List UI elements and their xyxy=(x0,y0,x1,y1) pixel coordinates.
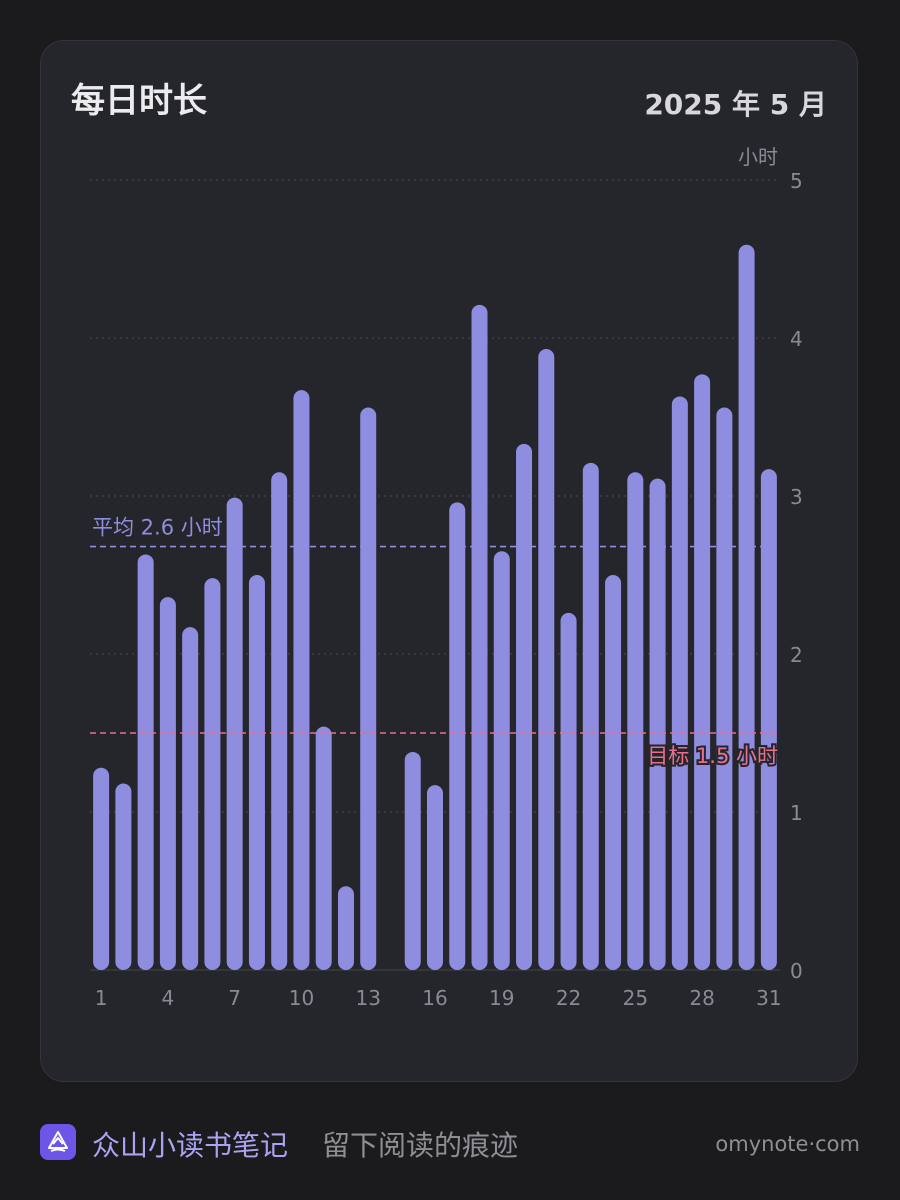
bar xyxy=(115,783,132,970)
y-tick-label: 3 xyxy=(790,485,803,509)
x-tick-label: 22 xyxy=(556,986,581,1010)
x-tick-label: 25 xyxy=(623,986,648,1010)
bar xyxy=(337,886,354,970)
x-tick-label: 31 xyxy=(756,986,781,1010)
x-tick-label: 13 xyxy=(355,986,380,1010)
bar xyxy=(694,374,711,971)
bar xyxy=(159,597,176,970)
bar xyxy=(360,407,377,970)
bar xyxy=(582,462,599,970)
y-tick-label: 5 xyxy=(790,169,803,193)
bar xyxy=(738,244,755,970)
target-label: 目标 1.5 小时 xyxy=(647,744,778,768)
bar xyxy=(560,612,577,970)
bar xyxy=(137,554,154,970)
x-tick-label: 7 xyxy=(228,986,241,1010)
bar xyxy=(93,767,110,970)
bar xyxy=(248,575,265,970)
y-tick-label: 0 xyxy=(790,959,803,983)
page-title: 每日时长 xyxy=(71,81,207,121)
bar xyxy=(605,575,622,970)
bar xyxy=(538,349,555,970)
x-tick-label: 4 xyxy=(162,986,175,1010)
bar xyxy=(204,578,221,970)
bar xyxy=(449,502,466,970)
brand-name: 众山小读书笔记 xyxy=(92,1129,289,1162)
month-label: 2025 年 5 月 xyxy=(644,88,827,121)
y-axis-label: 小时 xyxy=(738,145,778,169)
bar xyxy=(271,472,288,970)
bar xyxy=(493,551,510,970)
y-tick-label: 4 xyxy=(790,327,803,351)
bar xyxy=(471,304,488,970)
bar xyxy=(293,390,310,970)
bar xyxy=(627,472,644,970)
bar xyxy=(760,469,777,970)
bar xyxy=(182,627,199,970)
x-tick-label: 19 xyxy=(489,986,514,1010)
bar xyxy=(427,785,443,970)
x-tick-label: 1 xyxy=(95,986,108,1010)
y-tick-label: 2 xyxy=(790,643,803,667)
x-tick-label: 16 xyxy=(422,986,447,1010)
slogan: 留下阅读的痕迹 xyxy=(322,1129,519,1162)
bar xyxy=(404,751,421,970)
bar xyxy=(516,443,533,970)
bar xyxy=(649,478,666,970)
y-tick-label: 1 xyxy=(790,801,803,825)
bar xyxy=(671,396,688,971)
bar xyxy=(716,407,733,970)
x-tick-label: 10 xyxy=(289,986,314,1010)
average-label: 平均 2.6 小时 xyxy=(92,516,223,540)
site-link[interactable]: omynote·com xyxy=(715,1132,860,1156)
mountain-book-icon xyxy=(40,1124,76,1160)
x-tick-label: 28 xyxy=(689,986,714,1010)
footer: 众山小读书笔记 留下阅读的痕迹 omynote·com xyxy=(40,1122,860,1162)
bar xyxy=(315,726,332,970)
